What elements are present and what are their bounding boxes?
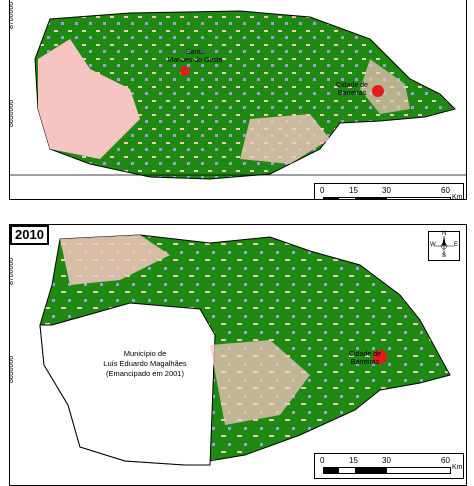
place-label-santa-maria: Santa Manoes do Oeste bbox=[167, 49, 223, 64]
compass-icon bbox=[434, 236, 454, 256]
urban-area-barreiras-bottom bbox=[373, 350, 387, 364]
agriculture-zone-southeast bbox=[210, 340, 310, 425]
agriculture-zone-south bbox=[240, 114, 330, 164]
y-label-8700000: 8700000 bbox=[9, 1, 15, 29]
map-bottom-canvas bbox=[39, 234, 451, 466]
y-label-8650000: 8650000 bbox=[9, 99, 15, 127]
agriculture-zone-west bbox=[38, 39, 140, 159]
y-label-8700000-bottom: 8700000 bbox=[9, 257, 15, 285]
place-label-barreiras-bottom: Cidade de Barreiras bbox=[349, 351, 381, 366]
map-top-canvas bbox=[10, 10, 466, 180]
place-label-barreiras-top: Cidade de Barreiras bbox=[336, 82, 368, 97]
map-year-label: 2010 bbox=[10, 225, 49, 245]
north-arrow: N S W E bbox=[428, 231, 460, 261]
scale-bar-bottom: 0 15 30 60 Km bbox=[314, 453, 464, 479]
agriculture-zone-east bbox=[360, 59, 410, 114]
scale-bar-top: 0 15 30 60 Km bbox=[314, 183, 464, 199]
study-area-top bbox=[34, 10, 456, 180]
agriculture-zone-north bbox=[60, 235, 170, 285]
municipality-lem-area bbox=[39, 302, 216, 466]
municipality-note: Município de Luís Eduardo Magalhães (Ema… bbox=[103, 349, 187, 378]
urban-area-barreiras-top bbox=[372, 85, 384, 97]
y-label-8650000-bottom: 8650000 bbox=[9, 355, 15, 383]
map-panel-bottom: 2010 8700000 8650000 N S W E Município d… bbox=[9, 224, 467, 486]
urban-area-santa-maria bbox=[180, 66, 190, 76]
map-panel-top: 8700000 8650000 350000 400000 450000 500… bbox=[9, 0, 467, 200]
